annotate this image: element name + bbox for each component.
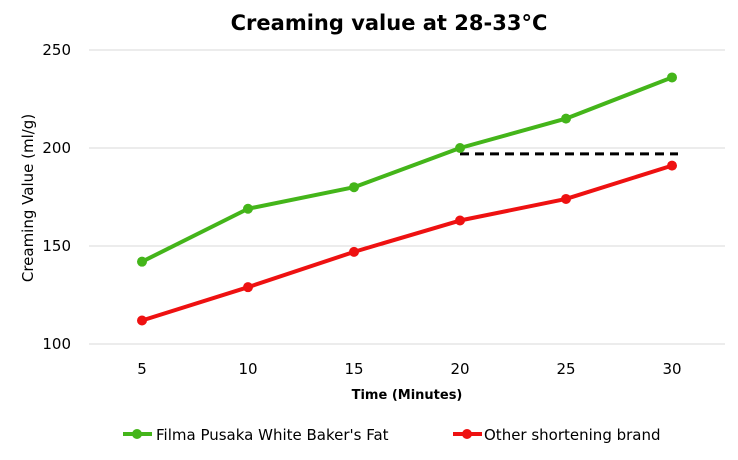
data-point[interactable] [243, 203, 253, 214]
x-tick-label: 5 [137, 360, 147, 378]
y-tick-label: 100 [42, 335, 71, 353]
y-axis-label: Creaming Value (ml/g) [19, 114, 37, 282]
x-axis-label: Time (Minutes) [352, 388, 463, 403]
series-filma [137, 72, 677, 267]
series-group [137, 72, 677, 326]
data-point[interactable] [667, 72, 677, 83]
data-point[interactable] [455, 215, 465, 226]
data-point[interactable] [561, 113, 571, 124]
data-point[interactable] [349, 246, 359, 257]
gridlines [89, 49, 725, 345]
x-tick-label: 25 [556, 360, 575, 378]
x-tick-label: 10 [238, 360, 257, 378]
legend-swatch-marker [132, 429, 142, 439]
x-tick-label: 20 [450, 360, 469, 378]
data-point[interactable] [561, 193, 571, 204]
tick-labels: 100 150 200 250 5 10 15 20 25 30 [42, 41, 681, 378]
data-point[interactable] [137, 315, 147, 326]
legend-item-other[interactable]: Other shortening brand [453, 426, 661, 444]
data-point[interactable] [667, 160, 677, 171]
series-other [137, 160, 677, 326]
data-point[interactable] [243, 282, 253, 293]
y-tick-label: 200 [42, 139, 71, 157]
data-point[interactable] [455, 143, 465, 153]
x-tick-label: 15 [344, 360, 363, 378]
legend-swatch-marker [462, 429, 472, 439]
legend-item-filma[interactable]: Filma Pusaka White Baker's Fat [123, 426, 389, 444]
chart-title: Creaming value at 28-33°C [231, 11, 548, 35]
y-tick-label: 250 [42, 41, 71, 59]
series-line [140, 75, 674, 264]
legend: Filma Pusaka White Baker's Fat Other sho… [123, 426, 661, 444]
series-line [140, 163, 674, 323]
y-tick-label: 150 [42, 237, 71, 255]
x-tick-label: 30 [662, 360, 681, 378]
legend-label: Other shortening brand [484, 426, 661, 444]
data-point[interactable] [137, 256, 147, 267]
data-point[interactable] [349, 182, 359, 193]
legend-label: Filma Pusaka White Baker's Fat [156, 426, 389, 444]
